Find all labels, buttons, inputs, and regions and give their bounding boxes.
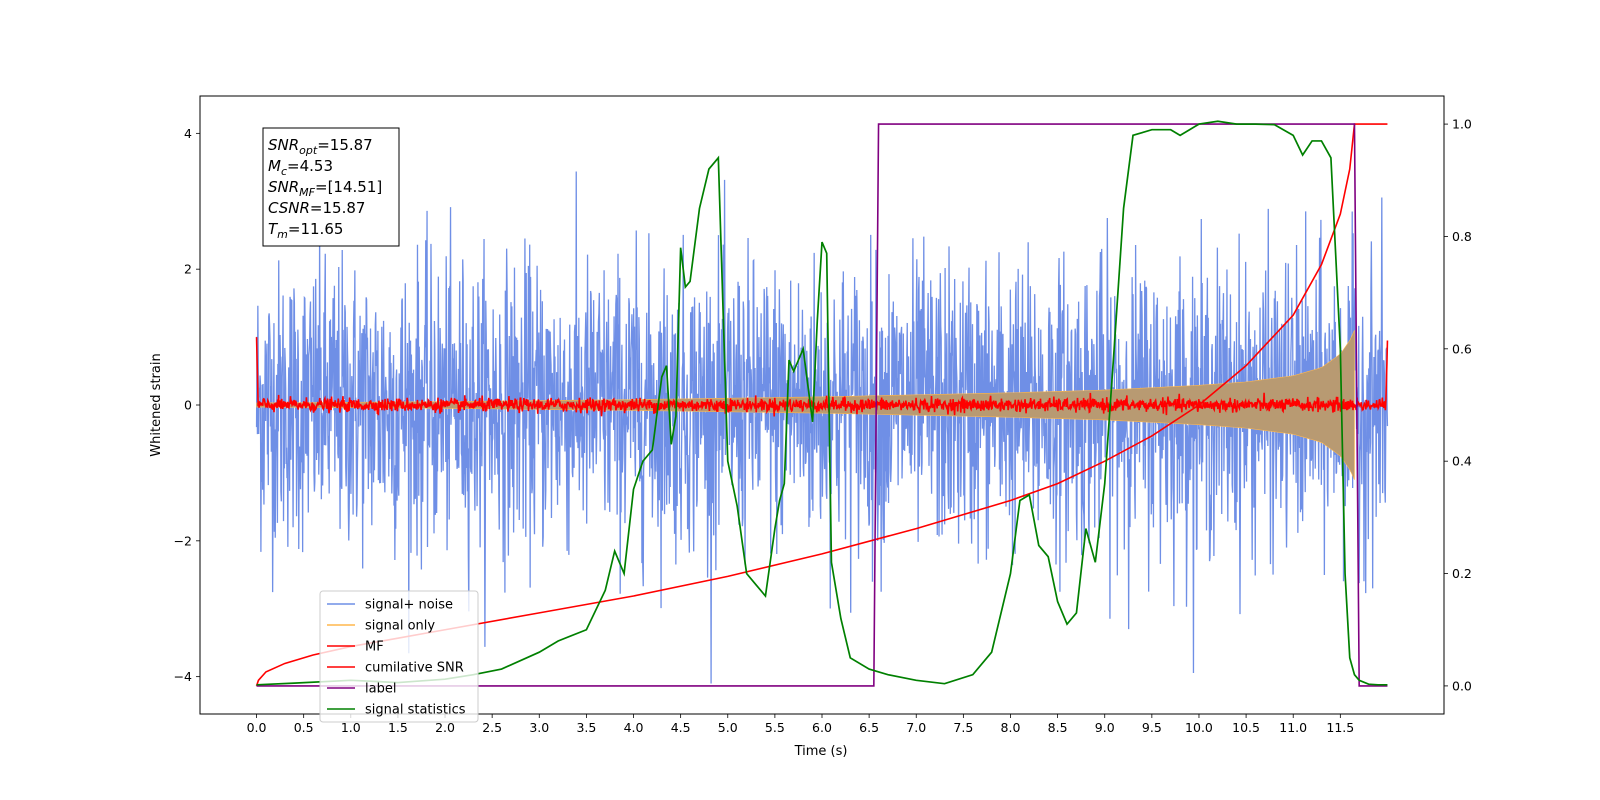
x-tick-label: 0.5 — [294, 720, 314, 735]
y2-tick-label: 0.0 — [1452, 678, 1472, 693]
y-tick-label: 4 — [184, 126, 192, 141]
legend-label: cumilative SNR — [365, 661, 464, 676]
x-tick-label: 9.0 — [1095, 720, 1115, 735]
series-signal-noise — [255, 171, 1389, 684]
info-symbol: CSNR — [268, 199, 310, 217]
legend-label: signal+ noise — [365, 598, 453, 613]
info-subscript: MF — [299, 186, 315, 199]
info-box: SNRopt=15.87Mc=4.53SNRMF=[14.51]CSNR=15.… — [262, 127, 400, 247]
info-line: Mc=4.53 — [268, 157, 333, 178]
info-symbol: SNR — [268, 136, 299, 154]
x-tick-label: 4.5 — [671, 720, 691, 735]
y-tick-label: 0 — [184, 398, 192, 413]
x-tick-label: 3.0 — [529, 720, 549, 735]
info-symbol: SNR — [268, 178, 299, 196]
x-tick-label: 7.5 — [953, 720, 973, 735]
x-tick-label: 6.5 — [859, 720, 879, 735]
y-axis-left: 4 2 0 −2 −4 — [174, 126, 200, 684]
legend: signal+ noise signal only MF cumilative SNR… — [319, 590, 479, 723]
x-tick-label: 2.0 — [435, 720, 455, 735]
legend-label: signal statistics — [365, 703, 466, 718]
plot-area — [255, 120, 1389, 687]
y-tick-label: −2 — [174, 533, 192, 548]
y2-tick-label: 0.6 — [1452, 341, 1472, 356]
info-value: =15.87 — [317, 136, 373, 154]
x-tick-label: 9.5 — [1142, 720, 1162, 735]
x-tick-label: 1.0 — [341, 720, 361, 735]
y-tick-label: 2 — [184, 262, 192, 277]
y-axis-right: 1.0 0.8 0.6 0.4 0.2 0.0 — [1444, 117, 1472, 693]
legend-frame — [319, 590, 479, 723]
x-axis-label: Time (s) — [794, 744, 848, 759]
info-subscript: c — [281, 165, 287, 178]
series-label — [256, 123, 1388, 687]
info-line: SNRopt=15.87 — [268, 136, 373, 157]
x-tick-label: 11.5 — [1326, 720, 1354, 735]
info-value: =4.53 — [287, 157, 333, 175]
x-tick-label: 5.5 — [765, 720, 785, 735]
y2-tick-label: 0.4 — [1452, 454, 1472, 469]
y-axis-label: Whitened strain — [149, 353, 164, 456]
x-tick-label: 0.0 — [247, 720, 267, 735]
info-subscript: opt — [299, 144, 318, 157]
y-tick-label: −4 — [174, 669, 192, 684]
series-mf — [255, 337, 1389, 417]
legend-label: label — [365, 682, 396, 697]
x-tick-label: 10.5 — [1232, 720, 1260, 735]
x-tick-label: 10.0 — [1185, 720, 1213, 735]
x-tick-label: 5.0 — [718, 720, 738, 735]
info-symbol: M — [268, 157, 281, 175]
x-tick-label: 2.5 — [482, 720, 502, 735]
legend-label: MF — [365, 640, 384, 655]
info-line: CSNR=15.87 — [268, 199, 365, 217]
info-box-frame — [262, 127, 400, 247]
y2-tick-label: 0.8 — [1452, 229, 1472, 244]
legend-label: signal only — [365, 619, 435, 634]
info-line: Tm=11.65 — [268, 220, 343, 241]
x-axis: 0.0 0.5 1.0 1.5 2.0 2.5 3.0 3.5 4.0 4.5 5.0 5.5 6.0 6… — [247, 714, 1354, 735]
y2-tick-label: 1.0 — [1452, 117, 1472, 132]
x-tick-label: 3.5 — [576, 720, 596, 735]
info-line: SNRMF=[14.51] — [268, 178, 382, 199]
info-value: =15.87 — [310, 199, 366, 217]
series-signal-statistics — [256, 120, 1388, 686]
x-tick-label: 11.0 — [1279, 720, 1307, 735]
x-tick-label: 8.0 — [1001, 720, 1021, 735]
info-value: =[14.51] — [315, 178, 382, 196]
series-cumulative-snr — [255, 123, 1388, 687]
info-subscript: m — [277, 228, 288, 241]
x-tick-label: 4.0 — [624, 720, 644, 735]
x-tick-label: 6.0 — [812, 720, 832, 735]
y2-tick-label: 0.2 — [1452, 566, 1472, 581]
info-symbol: T — [268, 220, 279, 238]
x-tick-label: 1.5 — [388, 720, 408, 735]
info-value: =11.65 — [288, 220, 344, 238]
x-tick-label: 7.0 — [906, 720, 926, 735]
x-tick-label: 8.5 — [1048, 720, 1068, 735]
